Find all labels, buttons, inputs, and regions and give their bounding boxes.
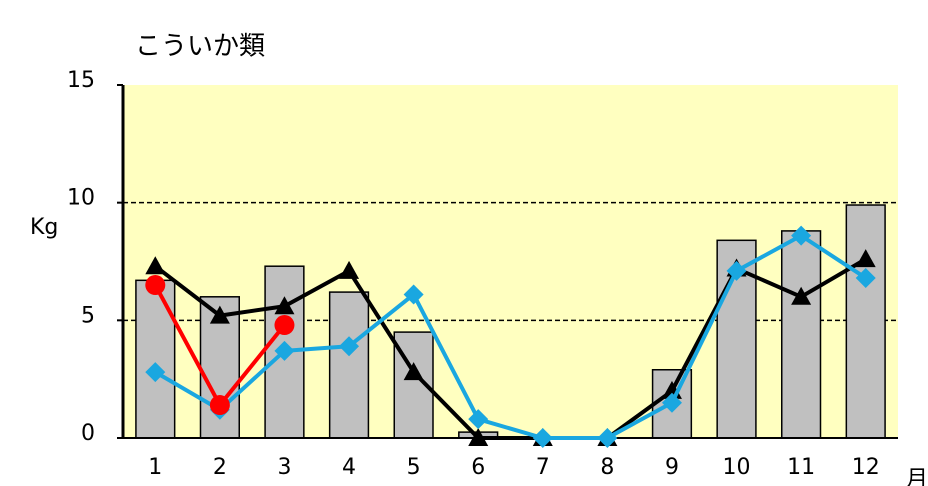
bar [845, 204, 886, 439]
x-tick-label: 1 [148, 455, 162, 480]
x-tick-label: 10 [723, 455, 751, 480]
marker [274, 315, 295, 336]
x-tick-label: 8 [600, 455, 614, 480]
y-tick-label: 5 [81, 303, 95, 328]
x-tick-label: 5 [407, 455, 421, 480]
marker [403, 362, 424, 381]
x-tick-label: 9 [665, 455, 679, 480]
marker [661, 392, 682, 413]
marker [726, 260, 747, 281]
marker [791, 286, 812, 305]
marker [274, 340, 295, 361]
x-tick-label: 12 [852, 455, 880, 480]
y-tick-label: 15 [67, 68, 95, 93]
series-line [154, 257, 867, 440]
bar [264, 265, 305, 439]
marker [339, 336, 360, 357]
marker [274, 296, 295, 315]
x-axis-label: 月 [906, 467, 928, 486]
marker [403, 284, 424, 305]
marker [145, 275, 166, 296]
bar [328, 291, 370, 439]
y-tick-label: 0 [81, 421, 95, 446]
y-axis-label: Kg [30, 215, 58, 240]
marker [145, 362, 166, 383]
marker [468, 409, 489, 430]
bar [135, 279, 176, 439]
x-tick-label: 2 [213, 455, 227, 480]
series-line [154, 233, 867, 440]
marker [209, 395, 230, 416]
marker [791, 225, 812, 246]
marker [855, 249, 876, 268]
x-tick-label: 6 [471, 455, 485, 480]
marker [532, 428, 553, 448]
marker [468, 428, 489, 446]
chart-title: こういか類 [135, 32, 265, 62]
x-tick-label: 4 [342, 455, 356, 480]
marker [339, 260, 360, 279]
marker [855, 267, 876, 288]
x-tick-label: 7 [536, 455, 550, 480]
bar [781, 230, 822, 439]
marker [597, 428, 618, 448]
marker [145, 256, 166, 275]
x-tick-label: 3 [277, 455, 291, 480]
y-tick-label: 10 [67, 186, 95, 211]
x-tick-label: 11 [787, 455, 815, 480]
marker [209, 305, 230, 324]
